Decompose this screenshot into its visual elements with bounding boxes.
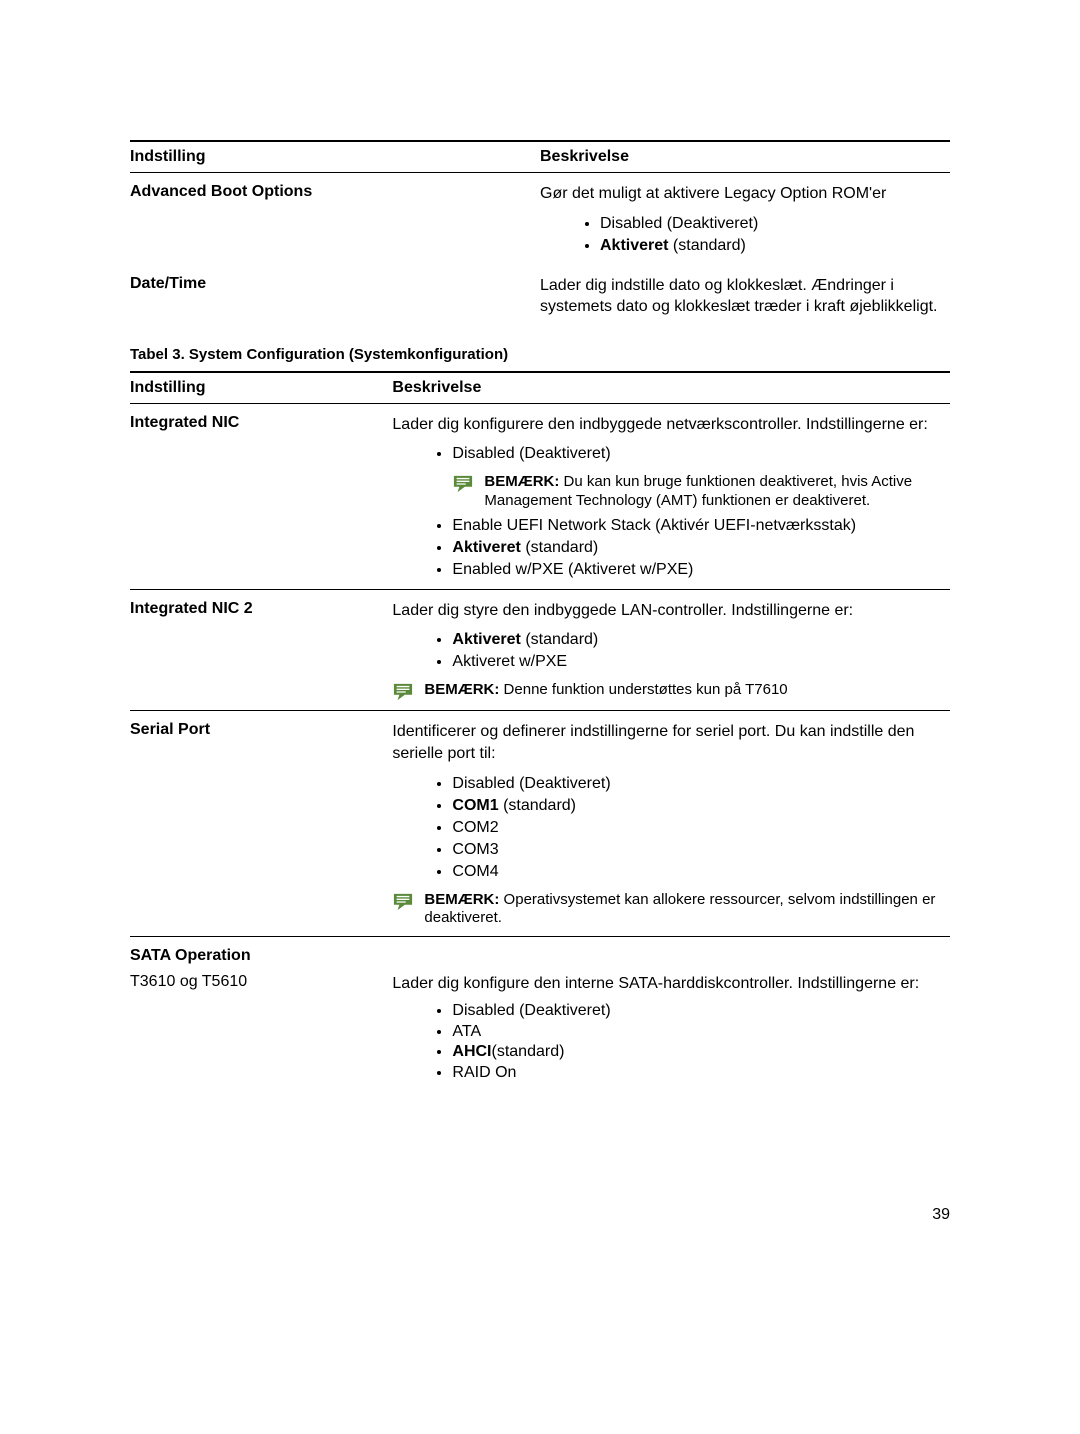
note-label: BEMÆRK: <box>484 473 559 490</box>
note-label: BEMÆRK: <box>424 891 499 908</box>
bullet-list: Disabled (Deaktiveret) <box>392 443 950 465</box>
row-serial-port: Serial Port Identificerer og definerer i… <box>130 711 950 936</box>
bullet-list: Disabled (Deaktiveret) Aktiveret (standa… <box>540 213 950 257</box>
bullet-suffix: (standard) <box>521 539 598 556</box>
bullet-item: Aktiveret w/PXE <box>452 651 950 673</box>
note-box: BEMÆRK: Operativsystemet kan allokere re… <box>392 891 950 929</box>
table-1-header: Indstilling Beskrivelse <box>130 142 950 172</box>
note-icon <box>452 474 474 494</box>
header-left: Indstilling <box>130 379 392 397</box>
note-body: Operativsystemet kan allokere ressourcer… <box>424 891 935 927</box>
note-icon <box>392 682 414 702</box>
bullet-bold: Aktiveret <box>452 539 520 556</box>
setting-desc-cell: Lader dig konfigurere den indbyggede net… <box>392 414 950 589</box>
bullet-list: Disabled (Deaktiveret) ATA AHCI(standard… <box>392 1001 950 1084</box>
note-icon <box>392 892 414 912</box>
header-right: Beskrivelse <box>392 379 950 397</box>
setting-desc: Lader dig konfigurere den indbyggede net… <box>392 414 950 436</box>
header-left: Indstilling <box>130 148 540 166</box>
table-2-header: Indstilling Beskrivelse <box>130 373 950 403</box>
setting-name: Advanced Boot Options <box>130 183 540 265</box>
bullet-item: Enable UEFI Network Stack (Aktivér UEFI-… <box>452 515 950 537</box>
bullet-item: Disabled (Deaktiveret) <box>452 1001 950 1022</box>
bullet-bold: AHCI <box>452 1043 491 1060</box>
setting-desc-cell: Lader dig konfigure den interne SATA-har… <box>392 973 950 1086</box>
bullet-item: Disabled (Deaktiveret) <box>452 773 950 795</box>
bullet-bold: COM1 <box>452 797 498 814</box>
setting-desc: Gør det muligt at aktivere Legacy Option… <box>540 183 950 205</box>
bullet-item: Aktiveret (standard) <box>600 235 950 257</box>
bullet-item: COM3 <box>452 839 950 861</box>
setting-desc-cell: Identificerer og definerer indstillinger… <box>392 721 950 936</box>
bullet-item: AHCI(standard) <box>452 1042 950 1063</box>
setting-name: Integrated NIC <box>130 414 392 589</box>
setting-desc-cell: Lader dig styre den indbyggede LAN-contr… <box>392 600 950 711</box>
bullet-item: Disabled (Deaktiveret) <box>600 213 950 235</box>
note-text: BEMÆRK: Denne funktion understøttes kun … <box>424 681 787 700</box>
bullet-item: COM1 (standard) <box>452 795 950 817</box>
setting-subname: T3610 og T5610 <box>130 973 392 1086</box>
bullet-bold: Aktiveret <box>452 631 520 648</box>
bullet-item: Aktiveret (standard) <box>452 629 950 651</box>
bullet-list: Aktiveret (standard) Aktiveret w/PXE <box>392 629 950 673</box>
setting-desc: Identificerer og definerer indstillinger… <box>392 721 950 764</box>
bullet-suffix: (standard) <box>668 237 745 254</box>
note-text: BEMÆRK: Operativsystemet kan allokere re… <box>424 891 950 929</box>
setting-desc: Lader dig konfigure den interne SATA-har… <box>392 973 950 995</box>
row-advanced-boot: Advanced Boot Options Gør det muligt at … <box>130 173 950 265</box>
bullet-item: COM4 <box>452 861 950 883</box>
note-label: BEMÆRK: <box>424 681 499 698</box>
setting-name: Serial Port <box>130 721 392 936</box>
bullet-item: Aktiveret (standard) <box>452 537 950 559</box>
note-box: BEMÆRK: Du kan kun bruge funktionen deak… <box>452 473 950 511</box>
bullet-item: COM2 <box>452 817 950 839</box>
setting-desc: Lader dig indstille dato og klokkeslæt. … <box>540 275 950 318</box>
bullet-item: Disabled (Deaktiveret) <box>452 443 950 465</box>
bullet-suffix: (standard) <box>499 797 576 814</box>
page-number: 39 <box>130 1206 950 1224</box>
note-box: BEMÆRK: Denne funktion understøttes kun … <box>392 681 950 702</box>
table-2: Indstilling Beskrivelse Integrated NIC L… <box>130 371 950 1086</box>
table-1: Indstilling Beskrivelse Advanced Boot Op… <box>130 140 950 318</box>
row-sata-sub: T3610 og T5610 Lader dig konfigure den i… <box>130 969 950 1086</box>
setting-name: Date/Time <box>130 275 540 318</box>
setting-name: SATA Operation <box>130 947 392 965</box>
row-integrated-nic: Integrated NIC Lader dig konfigurere den… <box>130 404 950 589</box>
bullet-item: Enabled w/PXE (Aktiveret w/PXE) <box>452 559 950 581</box>
setting-desc-cell: Gør det muligt at aktivere Legacy Option… <box>540 183 950 265</box>
bullet-list: Disabled (Deaktiveret) COM1 (standard) C… <box>392 773 950 883</box>
bullet-suffix: (standard) <box>521 631 598 648</box>
bullet-list: Enable UEFI Network Stack (Aktivér UEFI-… <box>392 515 950 581</box>
row-sata-operation: SATA Operation <box>130 937 950 969</box>
table-2-caption: Tabel 3. System Configuration (Systemkon… <box>130 346 950 363</box>
row-integrated-nic-2: Integrated NIC 2 Lader dig styre den ind… <box>130 590 950 711</box>
setting-desc: Lader dig styre den indbyggede LAN-contr… <box>392 600 950 622</box>
bullet-item: ATA <box>452 1022 950 1043</box>
setting-name: Integrated NIC 2 <box>130 600 392 711</box>
note-body: Denne funktion understøttes kun på T7610 <box>499 681 787 698</box>
note-text: BEMÆRK: Du kan kun bruge funktionen deak… <box>484 473 950 511</box>
bullet-bold: Aktiveret <box>600 237 668 254</box>
bullet-suffix: (standard) <box>492 1043 565 1060</box>
bullet-item: RAID On <box>452 1063 950 1084</box>
header-right: Beskrivelse <box>540 148 950 166</box>
page-container: Indstilling Beskrivelse Advanced Boot Op… <box>0 0 1080 1284</box>
row-date-time: Date/Time Lader dig indstille dato og kl… <box>130 265 950 318</box>
